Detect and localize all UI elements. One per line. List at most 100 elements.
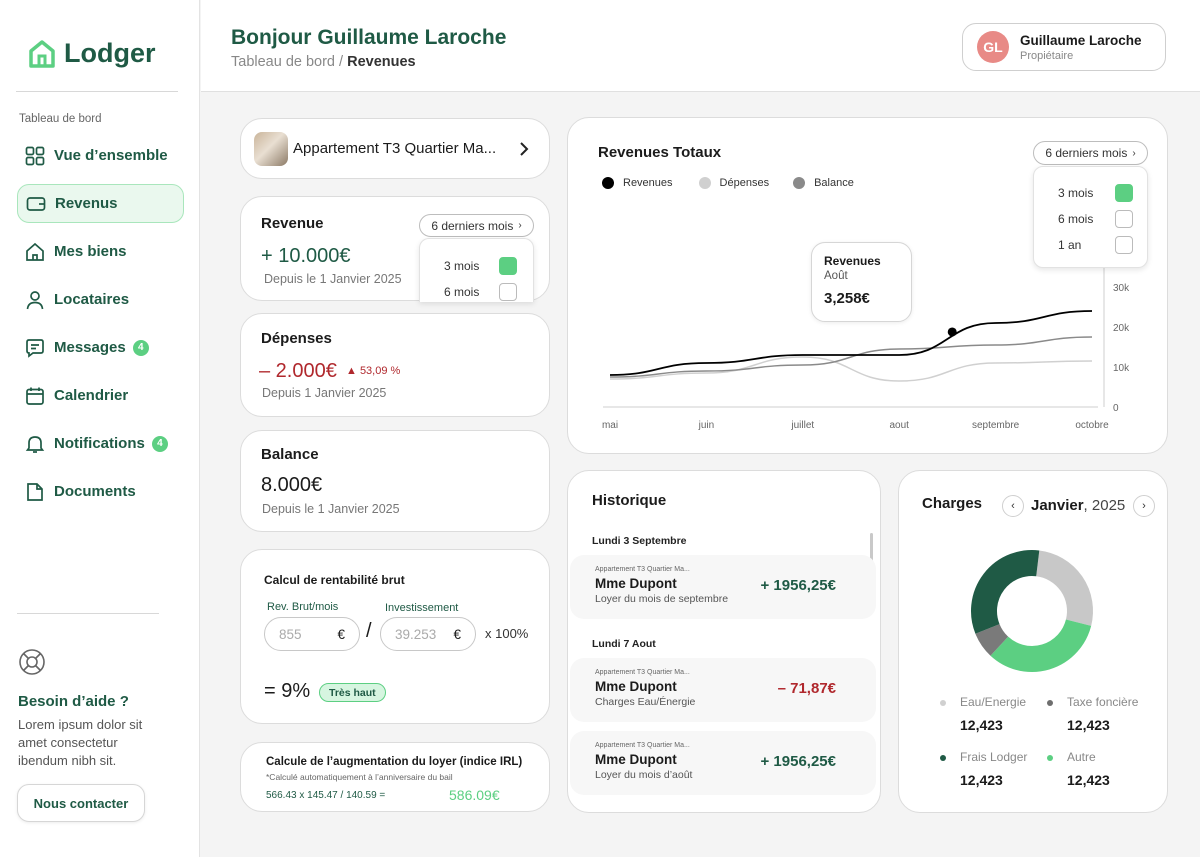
rentability-title: Calcul de rentabilité brut xyxy=(264,573,405,587)
tooltip-title: Revenues xyxy=(824,254,881,268)
sidebar-item-properties[interactable]: Mes biens xyxy=(17,232,184,271)
sidebar-item-messages[interactable]: Messages 4 xyxy=(17,328,184,367)
legend-label-balance: Balance xyxy=(814,177,854,189)
option-checkbox[interactable] xyxy=(1115,210,1133,228)
sidebar-item-label: Messages xyxy=(54,339,126,356)
contact-button[interactable]: Nous contacter xyxy=(17,784,145,822)
history-item-desc: Loyer du mois d’août xyxy=(595,769,693,781)
sidebar-item-documents[interactable]: Documents xyxy=(17,472,184,511)
brand-name: Lodger xyxy=(64,38,156,68)
legend-eau-energie: Eau/Energie 12,423 xyxy=(940,695,1026,733)
revenue-chart-title: Revenues Totaux xyxy=(598,144,722,161)
user-profile-card[interactable]: GL Guillaume Laroche Propiétaire xyxy=(962,23,1166,71)
history-item-desc: Loyer du mois de septembre xyxy=(595,593,729,605)
history-item[interactable]: Appartement T3 Quartier Ma... Mme Dupont… xyxy=(570,658,876,722)
history-title: Historique xyxy=(592,492,667,509)
history-item-name: Mme Dupont xyxy=(595,679,677,694)
revenue-period-select[interactable]: 6 derniers mois › xyxy=(419,214,534,237)
donut-segment-taxefoncire[interactable] xyxy=(975,623,1009,656)
legend-label-depenses: Dépenses xyxy=(719,177,770,189)
legend-swatch-depenses xyxy=(698,177,711,189)
charges-donut-chart xyxy=(971,550,1093,672)
dropdown-option-6-mois[interactable]: 6 mois xyxy=(1058,206,1133,232)
legend-dot xyxy=(1047,754,1053,761)
tooltip-value: 3,258€ xyxy=(824,290,870,307)
sidebar-item-overview[interactable]: Vue d’ensemble xyxy=(17,136,184,175)
investment-input[interactable]: 39.253 € xyxy=(380,617,476,651)
dropdown-option-1-an[interactable]: 1 an xyxy=(1058,232,1133,258)
expenses-title: Dépenses xyxy=(261,330,332,347)
history-date: Lundi 7 Aout xyxy=(592,638,656,650)
charges-year: , 2025 xyxy=(1083,497,1126,514)
sidebar-item-label: Documents xyxy=(54,483,136,500)
irl-note: *Calculé automatiquement à l’anniversair… xyxy=(266,772,453,782)
history-item-amount: + 1956,25€ xyxy=(760,577,837,594)
sidebar-item-label: Notifications xyxy=(54,435,145,452)
donut-segment-fraislodger[interactable] xyxy=(971,550,1040,634)
sidebar: Lodger Tableau de bord Vue d’ensemble Re… xyxy=(0,0,200,857)
option-label: 3 mois xyxy=(444,259,480,273)
breadcrumb-root[interactable]: Tableau de bord xyxy=(231,54,335,70)
option-checkbox[interactable] xyxy=(499,283,517,301)
wallet-icon xyxy=(25,193,47,215)
history-item[interactable]: Appartement T3 Quartier Ma... Mme Dupont… xyxy=(570,555,876,619)
dropdown-option-3-mois[interactable]: 3 mois xyxy=(1058,180,1133,206)
sidebar-item-notifications[interactable]: Notifications 4 xyxy=(17,424,184,463)
chat-icon xyxy=(24,337,46,359)
expenses-card: Dépenses – 2.000€ ▲ 53,09 % Depuis 1 Jan… xyxy=(240,313,550,417)
chevron-left-icon: ‹ xyxy=(1011,500,1015,512)
option-checkbox[interactable] xyxy=(1115,236,1133,254)
sidebar-item-tenants[interactable]: Locataires xyxy=(17,280,184,319)
chart-period-select[interactable]: 6 derniers mois › xyxy=(1033,141,1148,165)
donut-segment-eauenergie[interactable] xyxy=(1035,550,1093,626)
balance-title: Balance xyxy=(261,446,319,463)
prev-month-button[interactable]: ‹ xyxy=(1002,495,1024,517)
option-checkbox-checked[interactable] xyxy=(499,257,517,275)
grid-icon xyxy=(24,145,46,167)
help-title: Besoin d’aide ? xyxy=(18,693,129,710)
property-selector[interactable]: Appartement T3 Quartier Ma... xyxy=(240,118,550,179)
sidebar-item-label: Calendrier xyxy=(54,387,129,404)
history-item[interactable]: Appartement T3 Quartier Ma... Mme Dupont… xyxy=(570,731,876,795)
user-name: Guillaume Laroche xyxy=(1020,32,1142,48)
sidebar-item-revenus[interactable]: Revenus xyxy=(17,184,184,223)
legend-label: Eau/Energie xyxy=(960,695,1027,709)
donut-segment-autre[interactable] xyxy=(990,618,1092,672)
rev-brut-input[interactable]: 855 € xyxy=(264,617,360,651)
rentability-result: = 9% xyxy=(264,680,311,702)
sidebar-item-label: Revenus xyxy=(55,195,118,212)
history-item-property: Appartement T3 Quartier Ma... xyxy=(595,742,690,749)
sidebar-divider xyxy=(16,91,178,92)
revenue-since: Depuis le 1 Janvier 2025 xyxy=(264,272,402,286)
expenses-delta: ▲ 53,09 % xyxy=(346,365,401,377)
help-text: Lorem ipsum dolor sit amet consectetur i… xyxy=(18,717,143,768)
brand-logo[interactable]: Lodger xyxy=(28,38,156,69)
expenses-since: Depuis 1 Janvier 2025 xyxy=(262,386,387,400)
legend-value: 12,423 xyxy=(960,717,1003,733)
chevron-right-icon: › xyxy=(1132,147,1136,159)
history-date: Lundi 3 Septembre xyxy=(592,535,687,547)
property-thumbnail xyxy=(254,132,288,166)
dropdown-option-6-mois[interactable]: 6 mois xyxy=(444,279,517,302)
option-checkbox-checked[interactable] xyxy=(1115,184,1133,202)
chart-period-dropdown: 3 mois 6 mois 1 an xyxy=(1033,166,1148,268)
sidebar-item-calendar[interactable]: Calendrier xyxy=(17,376,184,415)
home-icon xyxy=(24,241,46,263)
legend-swatch-balance xyxy=(793,177,806,189)
highlighted-data-point xyxy=(947,327,957,337)
y-tick-label: 10k xyxy=(1113,363,1130,374)
revenue-value: + 10.000€ xyxy=(261,245,351,267)
rev-brut-label: Rev. Brut/mois xyxy=(267,601,339,613)
next-month-button[interactable]: › xyxy=(1133,495,1155,517)
divide-symbol: / xyxy=(366,620,372,642)
revenue-period-dropdown: 3 mois 6 mois xyxy=(419,238,534,302)
history-item-amount: – 71,87€ xyxy=(777,680,836,697)
history-item-property: Appartement T3 Quartier Ma... xyxy=(595,669,690,676)
option-label: 3 mois xyxy=(1058,186,1094,200)
euro-symbol: € xyxy=(337,626,345,642)
history-item-desc: Charges Eau/Énergie xyxy=(595,696,696,708)
house-logo-icon xyxy=(29,39,55,68)
history-item-name: Mme Dupont xyxy=(595,576,677,591)
series-line-dpenses xyxy=(609,356,1093,382)
dropdown-option-3-mois[interactable]: 3 mois xyxy=(444,253,517,279)
